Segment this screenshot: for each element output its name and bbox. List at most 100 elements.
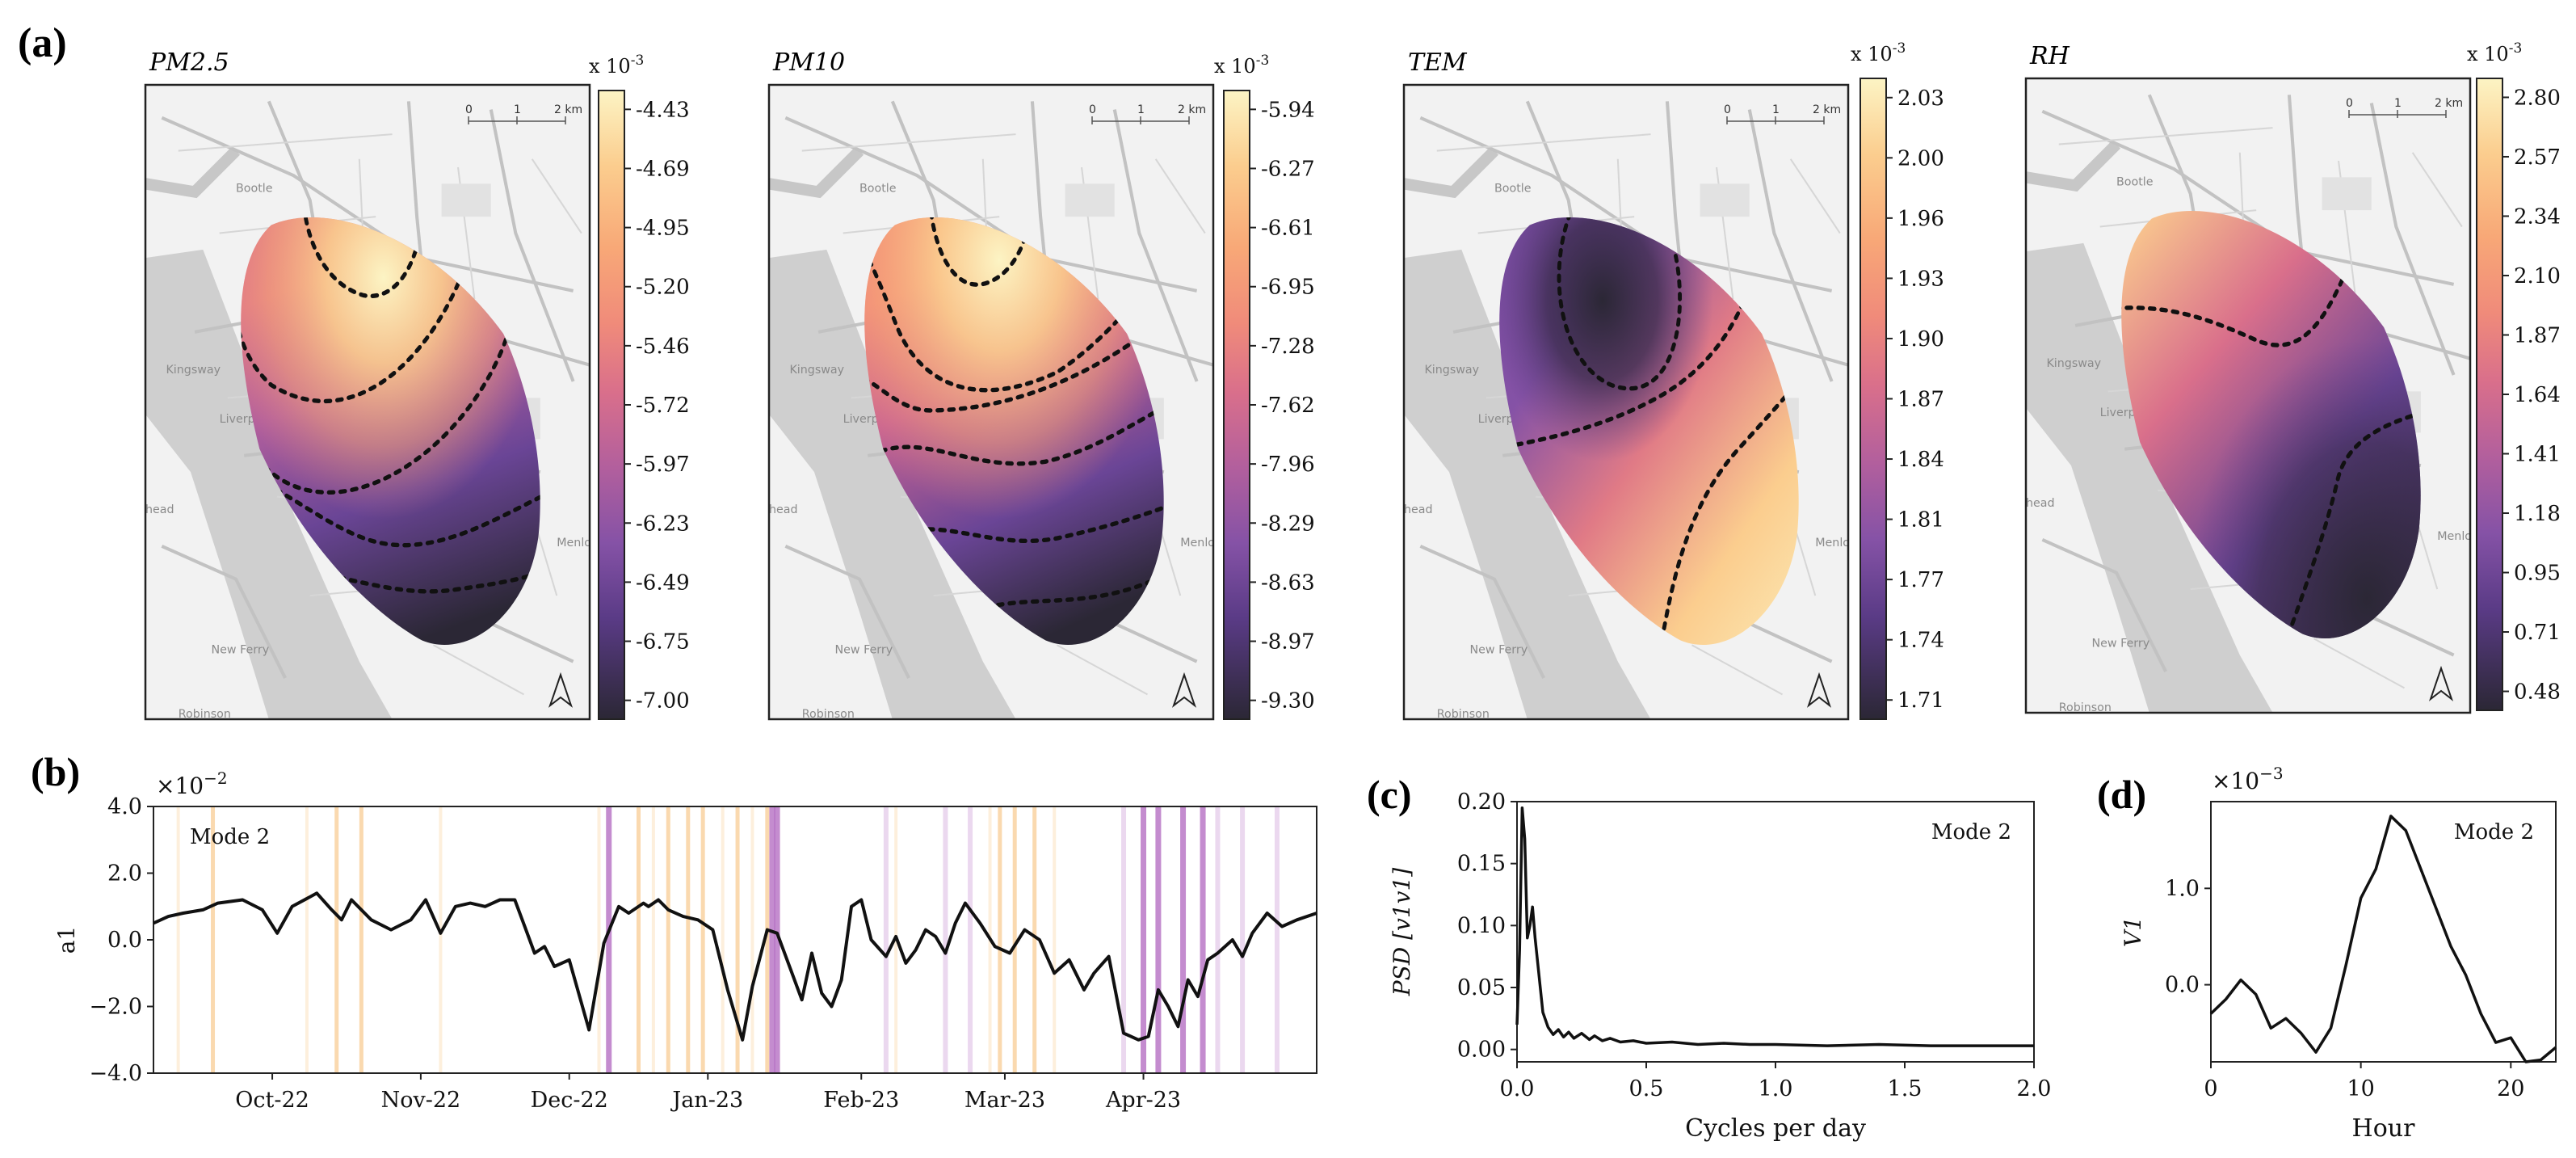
colorbar-tick-label: -8.29 [1261,512,1315,536]
chart-d: 1.0 0.0 0 10 20 Mode 2 V1 Hour ×10−3 [2120,764,2557,1143]
map-title: RH [2029,42,2070,70]
band [686,806,691,1073]
x-tick-label: 0.5 [1629,1076,1664,1101]
band [1200,806,1206,1073]
axis-multiplier: ×10−3 [2212,764,2284,794]
colorbar-tick-label: -5.20 [636,276,690,300]
map-place-label: Kingsway [789,364,844,377]
colorbar-tick-label: 2.03 [1897,86,1944,111]
y-axis-label: V1 [2120,916,2146,947]
map-place-label: Robinson [179,708,231,721]
band [176,806,180,1073]
band [1180,806,1187,1073]
contour-line [241,467,540,548]
colorbar-tick-label: 1.77 [1897,568,1944,592]
contour-line [1499,242,1764,464]
chart-c: 0.20 0.15 0.10 0.05 0.00 0.0 0.5 1.0 1.5 2.0 Mode … [1389,790,2051,1143]
y-tick-label: 2.0 [107,861,142,886]
contour-line [880,497,1164,543]
y-axis-label: PSD [v1v1] [1389,868,1415,997]
y-tick-label: 4.0 [107,794,142,819]
map-place-label: Menlove [557,537,605,550]
band [1215,806,1221,1073]
map-place-label: New Ferry [2091,637,2149,650]
mode-annotation: Mode 2 [190,825,270,849]
north-arrow-icon [2428,665,2454,701]
contour-line [1655,331,1799,646]
scalebar-2: 2 km [1178,103,1206,116]
highlight-bands [176,806,1280,1073]
band [651,806,655,1073]
colorbar-tick-label: 1.41 [2514,443,2561,467]
x-tick-label: Mar-23 [964,1088,1045,1113]
map-place-label: Menlove [1180,537,1229,550]
panel-label-d: (d) [2097,772,2146,817]
colorbar-tick-label: 1.93 [1897,267,1944,291]
colorbar-multiplier: x 10-3 [1214,53,1269,78]
map-place-label: Kingsway [1424,364,1479,377]
map-frame [767,83,1215,721]
y-tick-label: −4.0 [89,1061,142,1086]
band [968,806,973,1073]
y-tick-label: 0.0 [2165,973,2200,998]
colorbar-tick-label: 0.95 [2514,562,2561,586]
x-tick-label: Apr-23 [1105,1088,1181,1113]
mode-annotation: Mode 2 [1931,820,2011,844]
map-place-label: Bootle [2116,176,2154,189]
y-tick-label: 1.0 [2165,876,2200,901]
colorbar-tick-label: 1.64 [2514,383,2561,407]
band [305,806,309,1073]
scalebar-2: 2 km [554,103,582,116]
scalebar-2: 2 km [1813,103,1841,116]
x-tick-label: 1.0 [1759,1076,1793,1101]
scalebar: 0 1 2 km [2346,97,2463,118]
y-tick-label: 0.20 [1457,790,1506,815]
map-place-label: Robinson [802,708,855,721]
colorbar-tick-label: -9.30 [1261,689,1315,714]
colorbar-tick-label: 1.74 [1897,629,1944,653]
colorbar-tick-label: -7.96 [1261,453,1315,477]
x-tick-label: 0 [2204,1076,2217,1101]
scalebar-0: 0 [1089,103,1096,116]
map-place-label: head [145,503,174,516]
x-tick-label: Feb-23 [823,1088,899,1113]
colorbar-tick-label: 0.48 [2514,680,2561,705]
band [1274,806,1280,1073]
scalebar-1: 1 [514,103,521,116]
colorbar-tick-label: 2.34 [2514,204,2561,229]
y-tick-label: 0.15 [1457,852,1506,877]
colorbar-tick-label: -7.00 [636,689,690,714]
colorbar-tick-label: 1.18 [2514,502,2561,526]
map-place-label: Bootle [859,183,897,196]
colorbar-tick-label: 0.71 [2514,621,2561,645]
series-line [2209,815,2557,1063]
band [765,806,770,1073]
panel-label-a: (a) [18,20,67,66]
scalebar-1: 1 [1137,103,1145,116]
map-place-label: Menlove [1815,537,1864,550]
colorbar-tick-label: 2.00 [1897,146,1944,171]
map-title: PM2.5 [149,48,229,77]
map-place-label: Kingsway [2046,357,2101,370]
colorbar-tick-label: -7.62 [1261,394,1315,418]
band [1121,806,1127,1073]
colorbar-tick-label: 1.96 [1897,207,1944,231]
y-tick-label: 0.0 [107,928,142,953]
band [666,806,670,1073]
north-arrow-icon [548,672,574,708]
colorbar-tick-label: 1.71 [1897,688,1944,713]
x-axis-label: Hour [2352,1114,2416,1143]
x-tick-label: Oct-22 [235,1088,309,1113]
band [439,806,443,1073]
panel-label-c: (c) [1367,772,1412,817]
colorbar-tick-label: 1.87 [2514,323,2561,347]
band [769,806,775,1073]
map-place-label: New Ferry [211,643,269,656]
band [750,806,754,1073]
colorbar: x 10-3 -4.43 -4.69 -4.95 -5.20 -5.46 -5.72 -5.9… [589,53,690,720]
x-tick-label: Jan-23 [670,1088,743,1113]
